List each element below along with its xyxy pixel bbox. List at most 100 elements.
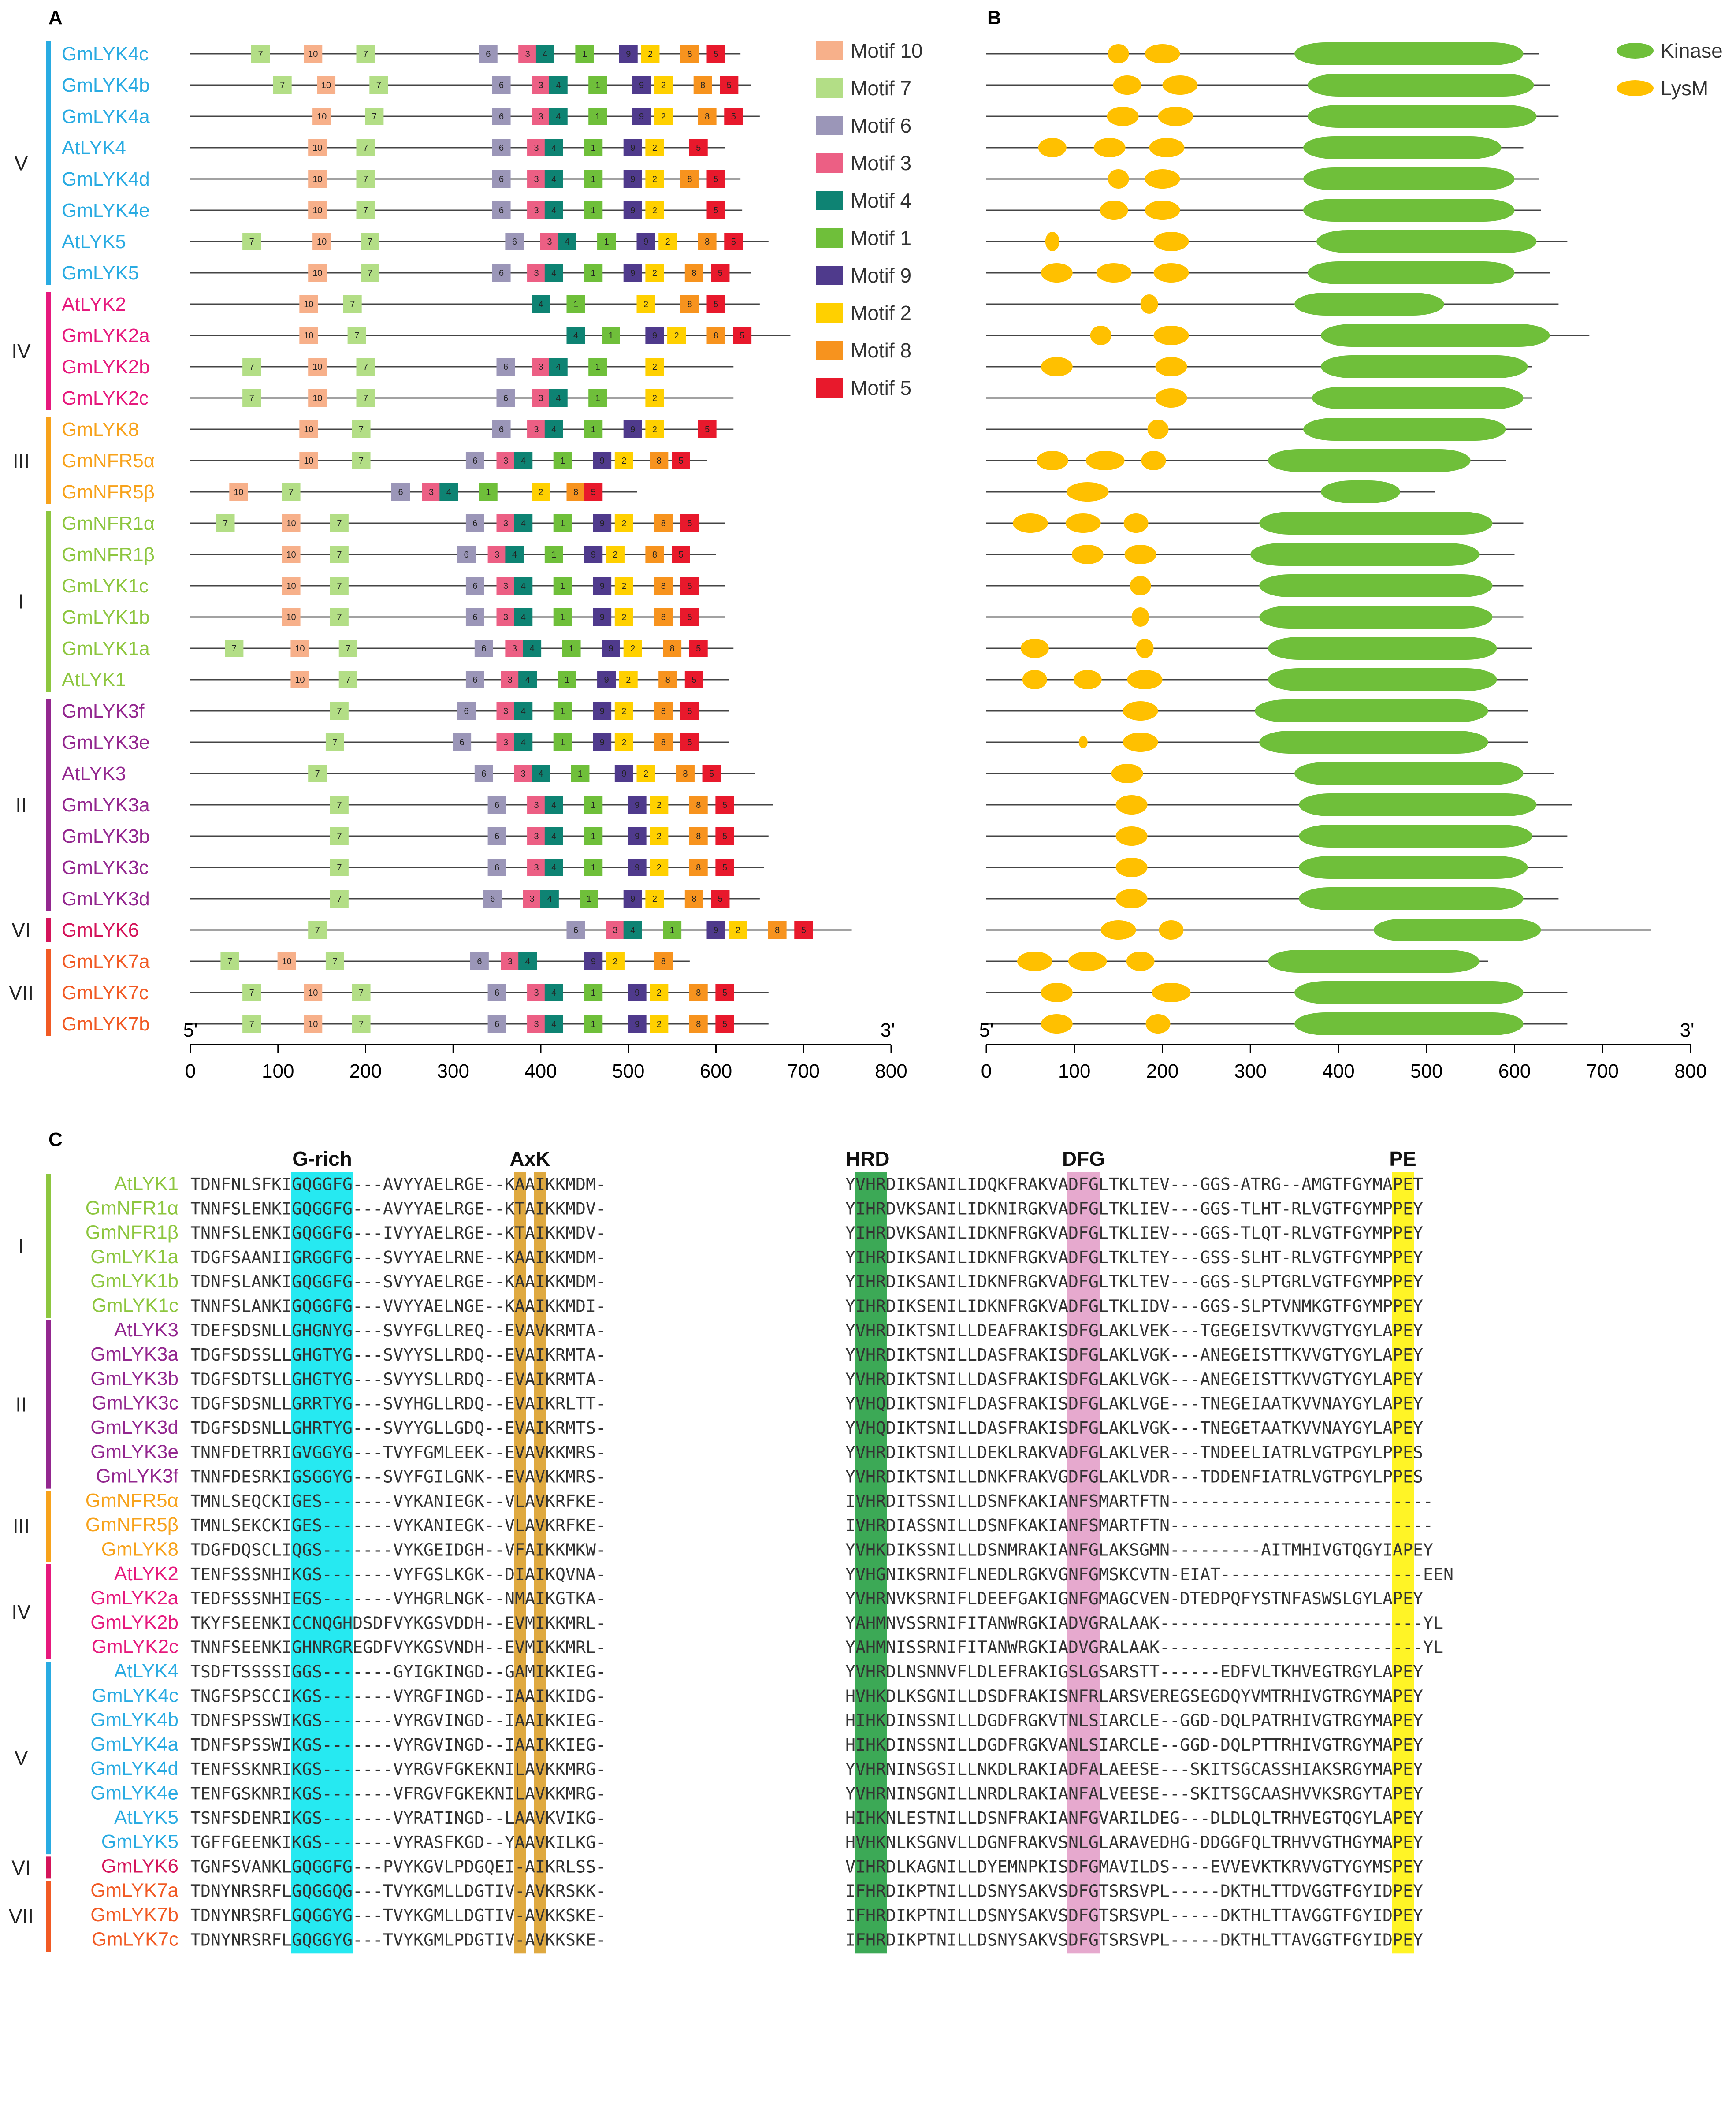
motif-box-9 <box>593 702 612 720</box>
motif-box-5 <box>706 295 725 313</box>
alignment-seq-left: TDNFNLSFKIGQGGFG---AVYYAELRGE--KAAIKKMDM… <box>190 1175 606 1194</box>
motif-number: 9 <box>652 331 657 341</box>
lysm-domain <box>1041 357 1073 376</box>
motif-number: 1 <box>595 362 600 372</box>
motif-number: 3 <box>534 425 539 435</box>
motif-box-3 <box>518 45 537 63</box>
kinase-domain <box>1312 387 1524 409</box>
alignment-seq-left: TDGFSDSSLLGHGTYG---SVYYSLLRDQ--EVAIKRMTA… <box>190 1345 606 1365</box>
motif-legend: Motif 10 Motif 7 Motif 6 Motif 3 Motif 4 Moti… <box>816 39 923 399</box>
motif-number: 4 <box>573 331 578 341</box>
motif-number: 8 <box>775 926 780 935</box>
motif-number: 7 <box>337 707 342 716</box>
legend-swatch-motif-2 <box>816 303 843 323</box>
motif-number: 1 <box>560 707 565 716</box>
motif-box-2 <box>650 1015 669 1033</box>
gene-name: GmLYK4e <box>62 200 150 221</box>
kinase-domain <box>1299 856 1528 879</box>
motif-box-9 <box>628 859 647 876</box>
alignment-seq-name: GmLYK1c <box>92 1295 178 1317</box>
motif-number: 4 <box>551 425 556 435</box>
motif-box-10 <box>304 45 323 63</box>
kinase-domain <box>1303 199 1515 222</box>
motif-box-5 <box>715 796 734 814</box>
motif-number: 2 <box>661 112 666 122</box>
motif-number: 9 <box>600 456 605 466</box>
motif-number: 8 <box>700 81 705 90</box>
motif-number: 10 <box>304 456 313 466</box>
motif-number: 9 <box>600 519 605 528</box>
lysm-domain <box>1100 201 1128 220</box>
motif-number: 2 <box>657 1019 662 1029</box>
motif-box-1 <box>562 640 581 657</box>
motif-box-5 <box>689 139 708 156</box>
motif-box-2 <box>614 452 633 469</box>
lysm-domain <box>1096 263 1132 283</box>
alignment-seq-right: IFHRDIKPTNILLDSNYSAKVSDFGTSRSVPL-----DKT… <box>845 1906 1423 1925</box>
motif-box-3 <box>422 483 441 501</box>
motif-box-7 <box>251 45 270 63</box>
alignment-seq-left: TGFFGEENKIKGS-------VYRASFKGD--YAAVKILKG… <box>190 1833 606 1852</box>
motif-number: 2 <box>652 175 657 184</box>
motif-box-9 <box>623 264 642 282</box>
legend-label: Motif 3 <box>851 152 911 175</box>
motif-box-8 <box>706 327 725 344</box>
alignment-seq-name: GmLYK5 <box>101 1831 178 1852</box>
alignment-group-label-II: II <box>15 1393 27 1416</box>
gene-name: GmLYK4c <box>62 43 149 65</box>
legend-swatch-motif-3 <box>816 153 843 173</box>
lysm-domain <box>1113 75 1141 95</box>
motif-box-3 <box>496 733 515 751</box>
motif-number: 6 <box>472 456 477 466</box>
motif-box-2 <box>623 640 642 657</box>
motif-number: 6 <box>464 550 469 560</box>
motif-number: 5 <box>801 926 806 935</box>
motif-number: 5 <box>678 550 683 560</box>
motif-box-4 <box>544 139 563 156</box>
motif-number: 3 <box>534 268 539 278</box>
motif-number: 8 <box>705 237 710 247</box>
legend-swatch-motif-5 <box>816 378 843 398</box>
gene-name: GmLYK2b <box>62 356 150 378</box>
motif-box-10 <box>308 264 327 282</box>
motif-number: 9 <box>635 1019 639 1029</box>
alignment-seq-left: TMNLSEKCKIGES-------VYKANIEGK--VLAVKRFKE… <box>190 1516 606 1535</box>
motif-box-3 <box>496 452 515 469</box>
motif-number: 6 <box>503 394 508 403</box>
motif-box-3 <box>527 201 546 219</box>
motif-number: 8 <box>714 331 718 341</box>
alignment-seq-right: YVHRDIKTSNILLDEAFRAKISDFGLAKLVEK---TGEGE… <box>845 1321 1423 1340</box>
alignment-seq-left: TGNFSVANKLGQGGFG---PVYKGVLPDGQEI-AIKRLSS… <box>190 1857 606 1876</box>
alignment-group-label-I: I <box>19 1235 24 1257</box>
motif-box-7 <box>330 608 349 626</box>
motif-number: 2 <box>657 863 662 873</box>
motif-number: 7 <box>337 581 342 591</box>
alignment-seq-name: AtLYK3 <box>114 1319 178 1341</box>
alignment-seq-right: YVHRDIKTSNILLDASFRAKISDFGLAKLVGK---ANEGE… <box>845 1345 1423 1365</box>
motif-box-1 <box>588 389 607 407</box>
motif-box-5 <box>684 671 703 688</box>
motif-box-10 <box>299 295 318 313</box>
motif-box-3 <box>487 546 506 563</box>
motif-box-5 <box>715 827 734 845</box>
alignment-group-label-V: V <box>15 1747 28 1770</box>
motif-number: 7 <box>350 300 355 309</box>
lysm-domain <box>1131 607 1149 627</box>
motif-box-7 <box>352 452 371 469</box>
motif-box-4 <box>544 420 563 438</box>
legend-swatch-motif-6 <box>816 116 843 135</box>
motif-box-2 <box>658 233 677 250</box>
motif-number: 1 <box>591 863 596 873</box>
motif-box-5 <box>584 483 603 501</box>
motif-number: 6 <box>398 487 403 497</box>
motif-number: 6 <box>472 675 477 685</box>
alignment-seq-left: TENFGSKNRIKGS-------VFRGVFGKEKNILAVKKMRG… <box>190 1784 606 1804</box>
lysm-domain <box>1127 670 1163 689</box>
motif-number: 7 <box>363 175 368 184</box>
motif-number: 9 <box>591 550 596 560</box>
motif-number: 7 <box>337 832 342 841</box>
motif-number: 9 <box>600 707 605 716</box>
kinase-domain <box>1299 793 1537 816</box>
axis-3prime-label: 3' <box>1680 1019 1695 1041</box>
